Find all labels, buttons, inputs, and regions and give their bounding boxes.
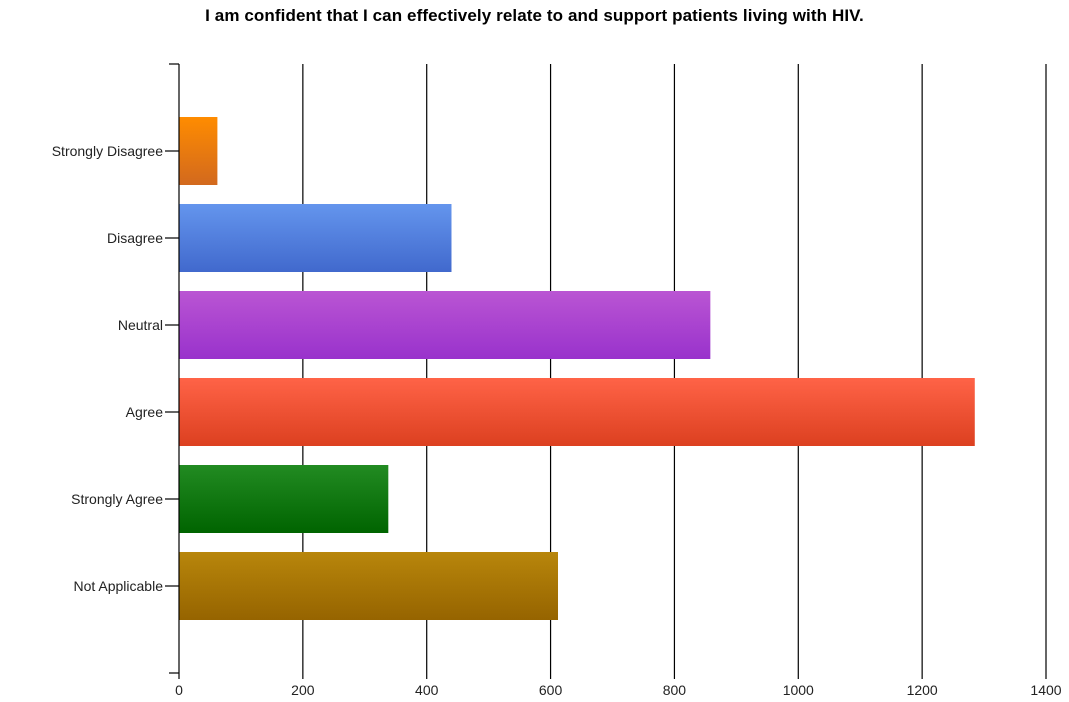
category-label: Disagree xyxy=(107,230,163,246)
bar-strongly-disagree xyxy=(179,117,218,185)
category-label: Not Applicable xyxy=(73,578,163,594)
bars xyxy=(179,117,975,620)
bar-disagree xyxy=(179,204,452,272)
bar-neutral xyxy=(179,291,711,359)
x-tick-label: 0 xyxy=(175,682,183,698)
bar-agree xyxy=(179,378,975,446)
x-tick-label: 1200 xyxy=(907,682,938,698)
chart-title: I am confident that I can effectively re… xyxy=(205,6,864,25)
x-tick-label: 200 xyxy=(291,682,315,698)
category-label: Neutral xyxy=(118,317,163,333)
x-tick-label: 1000 xyxy=(783,682,814,698)
category-label: Strongly Agree xyxy=(71,491,163,507)
bar-not-applicable xyxy=(179,552,559,620)
x-tick-label: 400 xyxy=(415,682,439,698)
x-tick-label: 1400 xyxy=(1030,682,1061,698)
bar-strongly-agree xyxy=(179,465,389,533)
category-label: Agree xyxy=(126,404,164,420)
axes: 0 200 400 600 800 1000 1200 1400 Strongly Disagr… xyxy=(52,63,1062,698)
category-label: Strongly Disagree xyxy=(52,143,163,159)
x-tick-label: 800 xyxy=(663,682,687,698)
x-tick-label: 600 xyxy=(539,682,563,698)
